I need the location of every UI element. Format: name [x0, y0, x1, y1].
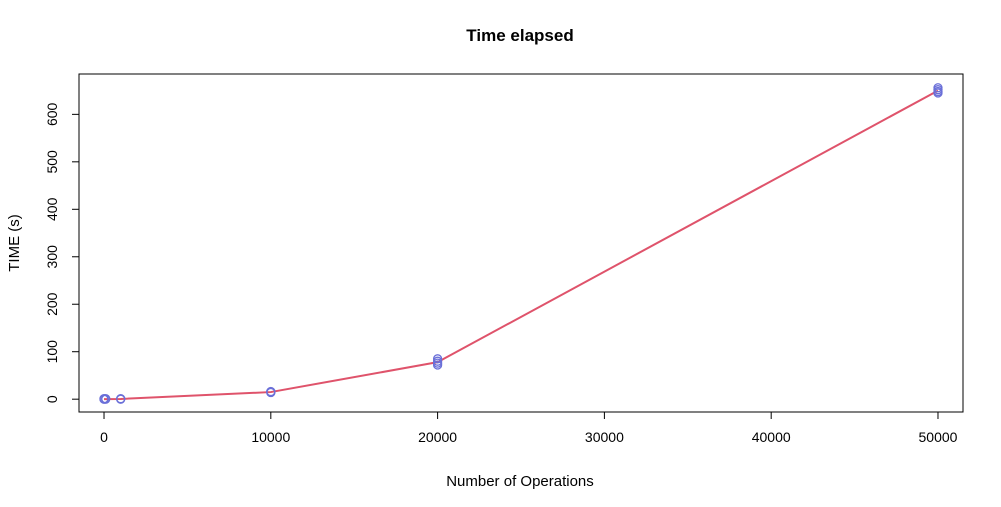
series-points-group: [99, 83, 943, 404]
x-tick-label: 40000: [752, 429, 791, 445]
y-tick-label: 400: [44, 197, 60, 221]
data-point: [933, 83, 943, 93]
chart-title: Time elapsed: [466, 26, 573, 45]
x-tick-label: 30000: [585, 429, 624, 445]
series-line-group: [103, 89, 939, 401]
y-axis: 0 100 200 300 400 500 600: [44, 102, 79, 403]
series-line: [103, 89, 939, 401]
y-tick-label: 300: [44, 245, 60, 269]
data-point: [432, 354, 443, 364]
y-tick-label: 200: [44, 292, 60, 316]
y-tick-label: 600: [44, 102, 60, 126]
x-tick-label: 50000: [919, 429, 958, 445]
data-point: [266, 386, 276, 397]
y-tick-label: 100: [44, 340, 60, 364]
y-tick-label: 500: [44, 150, 60, 174]
y-axis-label: TIME (s): [6, 214, 23, 272]
y-tick-label: 0: [44, 395, 60, 403]
x-tick-label: 0: [100, 429, 108, 445]
data-point: [116, 394, 126, 404]
x-tick-label: 20000: [418, 429, 457, 445]
data-point: [101, 394, 111, 404]
x-axis: 0 10000 20000 30000 40000 50000: [100, 412, 958, 445]
x-tick-label: 10000: [251, 429, 290, 445]
data-point: [432, 356, 443, 366]
plot-frame: [78, 73, 964, 413]
x-axis-label: Number of Operations: [446, 473, 594, 490]
